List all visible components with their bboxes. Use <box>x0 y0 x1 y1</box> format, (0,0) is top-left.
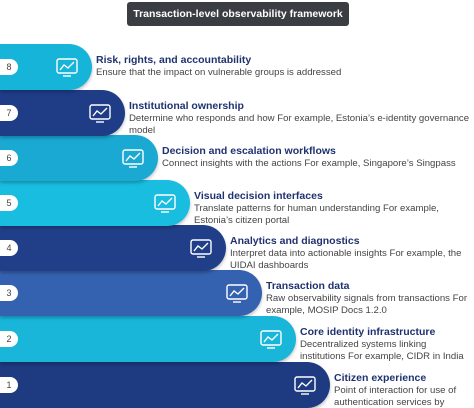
layer-icon <box>87 102 113 124</box>
layer-title: Visual decision interfaces <box>194 190 323 202</box>
layer-title: Core identity infrastructure <box>300 326 436 338</box>
layer-title: Analytics and diagnostics <box>230 235 360 247</box>
layer-title: Citizen experience <box>334 372 427 384</box>
layer-number: 2 <box>0 331 18 347</box>
diagram-title: Transaction-level observability framewor… <box>127 2 349 26</box>
layer-bar: 1 <box>0 362 330 408</box>
layer-title: Decision and escalation workflows <box>162 145 336 157</box>
layer-description: Interpret data into actionable insights … <box>230 248 462 271</box>
layer-bar: 4 <box>0 225 226 271</box>
layer-number: 7 <box>0 105 18 121</box>
layer-number: 4 <box>0 240 18 256</box>
layer-number: 8 <box>0 59 18 75</box>
layer-icon <box>224 282 250 304</box>
layer-bar: 7 <box>0 90 125 136</box>
layer-bar: 3 <box>0 270 262 316</box>
layer-description: Determine who responds and how For examp… <box>129 113 470 136</box>
layer-title: Risk, rights, and accountability <box>96 54 252 66</box>
layer-number: 5 <box>0 195 18 211</box>
layer-bar: 8 <box>0 44 92 90</box>
layer-number: 1 <box>0 377 18 393</box>
layer-title: Transaction data <box>266 280 350 292</box>
layer-description: Raw observability signals from transacti… <box>266 293 468 316</box>
layer-bar: 5 <box>0 180 190 226</box>
layer-icon <box>120 147 146 169</box>
layer-description: Ensure that the impact on vulnerable gro… <box>96 67 342 78</box>
layer-icon <box>258 328 284 350</box>
layer-icon <box>152 192 178 214</box>
layer-title: Institutional ownership <box>129 100 244 112</box>
layer-bar: 2 <box>0 316 296 362</box>
layer-description: Point of interaction for use of authenti… <box>334 385 457 408</box>
layer-number: 3 <box>0 285 18 301</box>
layer-bar: 6 <box>0 135 158 181</box>
layer-icon <box>188 237 214 259</box>
layer-description: Decentralized systems linking institutio… <box>300 339 464 362</box>
layer-description: Connect insights with the actions For ex… <box>162 158 456 169</box>
layer-description: Translate patterns for human understandi… <box>194 203 439 226</box>
layer-icon <box>54 56 80 78</box>
layer-number: 6 <box>0 150 18 166</box>
layer-icon <box>292 374 318 396</box>
